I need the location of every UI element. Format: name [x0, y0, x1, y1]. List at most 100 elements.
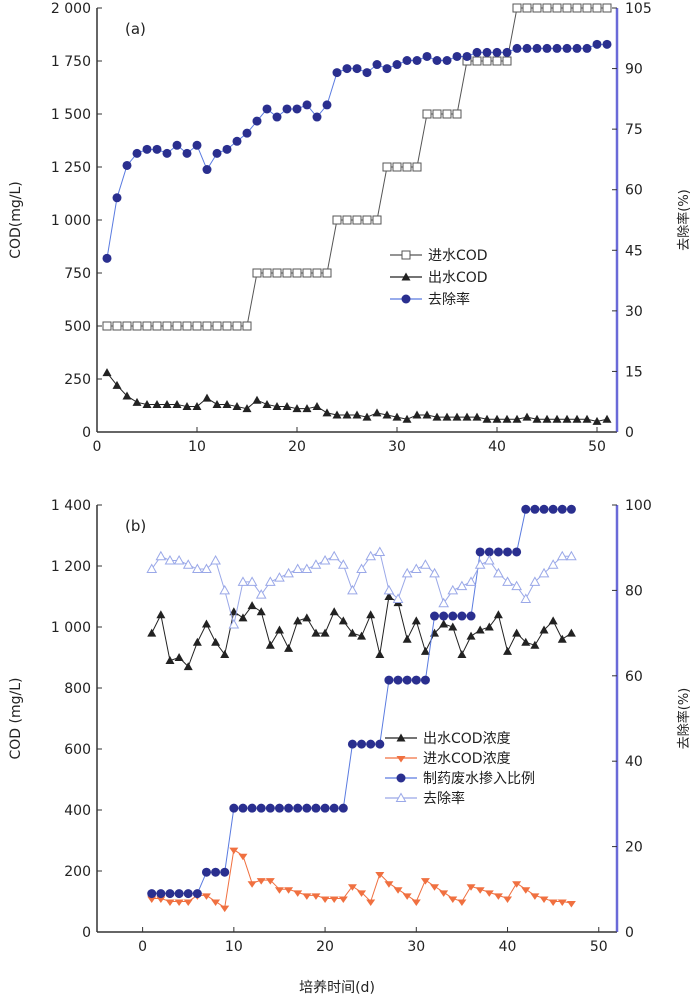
data-point: [422, 410, 432, 419]
data-point: [112, 380, 122, 389]
data-point: [112, 193, 122, 203]
data-point: [482, 47, 492, 57]
data-point: [301, 563, 313, 574]
data-point: [439, 611, 449, 621]
data-point: [172, 140, 182, 150]
y2-axis-label: 去除率(%): [676, 688, 692, 750]
data-point: [362, 412, 372, 421]
data-point: [147, 628, 157, 637]
data-point: [493, 567, 504, 578]
data-point: [174, 653, 184, 661]
data-point: [292, 268, 302, 278]
data-point: [457, 899, 467, 906]
data-point: [475, 887, 485, 894]
data-point: [439, 619, 449, 628]
data-point: [284, 803, 294, 813]
data-point: [292, 404, 302, 413]
data-point: [548, 899, 558, 906]
data-point: [210, 554, 221, 565]
data-point: [329, 607, 339, 616]
data-point: [401, 567, 413, 578]
series-2: [147, 504, 576, 899]
data-point: [548, 504, 558, 514]
data-point: [232, 321, 242, 331]
legend-marker: [396, 733, 406, 742]
legend-marker: [395, 792, 407, 802]
data-point: [122, 160, 132, 170]
data-point: [102, 253, 112, 263]
data-point: [420, 878, 430, 885]
data-point: [411, 616, 421, 625]
data-point: [182, 402, 192, 411]
data-point: [347, 884, 357, 891]
data-point: [246, 576, 258, 586]
data-point: [238, 803, 248, 813]
data-point: [212, 321, 222, 331]
data-point: [539, 896, 549, 903]
data-point: [242, 404, 252, 413]
data-point: [284, 887, 294, 894]
data-point: [332, 215, 342, 225]
x-tick-label: 40: [488, 439, 506, 455]
data-point: [182, 148, 192, 158]
legend-item: 进水COD浓度: [385, 751, 511, 767]
data-point: [430, 611, 440, 621]
data-point: [512, 881, 522, 888]
data-point: [602, 414, 612, 423]
x-tick-label: 0: [93, 439, 102, 455]
y2-tick-label: 0: [625, 425, 634, 441]
y2-tick-label: 0: [625, 925, 634, 941]
data-point: [366, 899, 376, 906]
data-point: [452, 109, 462, 119]
data-point: [293, 616, 303, 625]
data-point: [172, 399, 182, 408]
legend-label: 进水COD浓度: [423, 751, 511, 767]
data-point: [256, 607, 266, 616]
data-point: [362, 68, 372, 78]
data-point: [557, 899, 567, 906]
series-line: [107, 7, 607, 327]
data-point: [465, 576, 477, 586]
data-point: [312, 268, 322, 278]
data-point: [572, 414, 582, 423]
data-point: [211, 637, 221, 646]
data-point: [402, 162, 412, 172]
data-point: [182, 321, 192, 331]
data-point: [312, 112, 322, 122]
data-point: [165, 656, 175, 665]
x-tick-label: 20: [288, 439, 306, 455]
data-point: [156, 610, 166, 619]
data-point: [292, 104, 302, 114]
data-point: [238, 853, 248, 861]
data-point: [452, 51, 462, 61]
y-axis-label: COD(mg/L): [8, 181, 24, 259]
data-point: [439, 890, 449, 897]
data-point: [432, 55, 442, 65]
data-point: [201, 563, 212, 574]
y2-tick-label: 20: [625, 840, 643, 856]
y2-tick-label: 40: [625, 754, 643, 770]
legend-label: 出水COD: [428, 270, 488, 286]
data-point: [562, 3, 572, 13]
data-point: [256, 803, 266, 813]
data-point: [557, 634, 567, 643]
x-tick-label: 50: [588, 439, 606, 455]
data-point: [282, 402, 292, 411]
data-point: [392, 60, 402, 70]
legend-item: 去除率: [390, 291, 470, 308]
data-point: [365, 550, 377, 561]
data-point: [202, 321, 212, 331]
data-point: [592, 3, 602, 13]
data-point: [337, 559, 349, 569]
data-point: [412, 410, 422, 419]
data-point: [342, 215, 352, 225]
data-point: [192, 889, 202, 899]
series-1: [102, 368, 612, 425]
x-tick-label: 10: [188, 439, 206, 455]
data-point: [202, 165, 212, 175]
data-point: [311, 628, 321, 637]
series-3: [146, 546, 577, 629]
x-tick-label: 20: [316, 939, 334, 955]
data-point: [247, 803, 257, 813]
